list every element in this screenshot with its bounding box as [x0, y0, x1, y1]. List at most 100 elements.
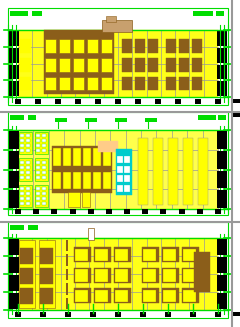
Bar [148, 58, 158, 72]
Bar [115, 249, 128, 262]
Bar [106, 16, 116, 22]
Bar [36, 139, 40, 142]
Bar [73, 58, 84, 72]
Bar [95, 249, 108, 262]
Bar [116, 149, 132, 195]
Bar [55, 118, 67, 122]
Bar [20, 144, 24, 147]
Bar [9, 170, 19, 188]
Bar [9, 48, 19, 62]
Bar [217, 170, 227, 188]
Bar [73, 77, 84, 90]
Bar [70, 209, 76, 214]
Bar [179, 209, 185, 214]
Bar [115, 290, 128, 302]
Bar [95, 290, 108, 302]
Bar [36, 192, 40, 195]
Bar [217, 293, 227, 309]
Bar [36, 197, 40, 200]
Bar [26, 176, 30, 179]
Bar [19, 132, 32, 154]
Bar [20, 171, 24, 174]
Bar [179, 39, 189, 53]
Bar [215, 209, 221, 214]
Bar [59, 39, 70, 53]
Bar [45, 77, 56, 90]
Bar [179, 58, 189, 72]
Bar [42, 192, 46, 195]
Bar [142, 267, 159, 283]
Bar [15, 312, 21, 317]
Bar [163, 269, 176, 282]
Bar [138, 138, 148, 205]
Bar [166, 58, 176, 72]
Bar [142, 247, 159, 263]
Bar [182, 267, 199, 283]
Bar [183, 249, 196, 262]
Bar [66, 254, 68, 266]
Bar [101, 58, 112, 72]
Bar [148, 39, 158, 53]
Bar [115, 118, 127, 122]
Bar [20, 288, 33, 304]
Bar [183, 269, 196, 282]
Bar [36, 176, 40, 179]
Bar [45, 39, 56, 53]
Bar [88, 228, 94, 240]
Bar [9, 190, 19, 208]
Bar [42, 144, 46, 147]
Bar [217, 275, 227, 291]
Bar [87, 58, 98, 72]
Bar [117, 156, 123, 163]
Bar [26, 187, 30, 190]
Bar [143, 269, 156, 282]
Bar [217, 64, 227, 79]
Bar [124, 165, 130, 173]
Bar [39, 240, 55, 308]
Bar [36, 144, 40, 147]
Bar [135, 99, 141, 104]
Bar [10, 225, 24, 230]
Bar [35, 132, 48, 154]
Bar [36, 171, 40, 174]
Bar [98, 141, 118, 152]
Bar [40, 248, 53, 264]
Bar [87, 77, 98, 90]
Bar [114, 288, 131, 303]
Bar [94, 267, 111, 283]
Bar [33, 209, 39, 214]
Bar [217, 131, 227, 149]
Bar [42, 149, 46, 152]
Bar [75, 269, 88, 282]
Bar [124, 209, 130, 214]
Bar [36, 202, 40, 205]
Bar [195, 99, 201, 104]
Bar [26, 149, 30, 152]
Bar [183, 138, 193, 205]
Bar [44, 30, 114, 94]
Bar [32, 11, 42, 16]
Bar [102, 172, 110, 189]
Bar [190, 312, 196, 317]
Bar [42, 139, 46, 142]
Bar [217, 190, 227, 208]
Bar [217, 48, 227, 62]
Bar [9, 275, 19, 291]
Bar [19, 158, 32, 181]
Bar [102, 20, 132, 32]
Bar [74, 247, 91, 263]
Bar [36, 149, 40, 152]
Bar [26, 161, 30, 164]
Bar [42, 161, 46, 164]
Bar [42, 171, 46, 174]
Bar [26, 192, 30, 195]
Bar [26, 144, 30, 147]
Bar [122, 77, 132, 90]
Bar [85, 118, 97, 122]
Bar [168, 138, 178, 205]
Bar [165, 312, 171, 317]
Bar [9, 293, 19, 309]
Bar [53, 148, 60, 165]
Bar [192, 39, 202, 53]
Bar [20, 161, 24, 164]
